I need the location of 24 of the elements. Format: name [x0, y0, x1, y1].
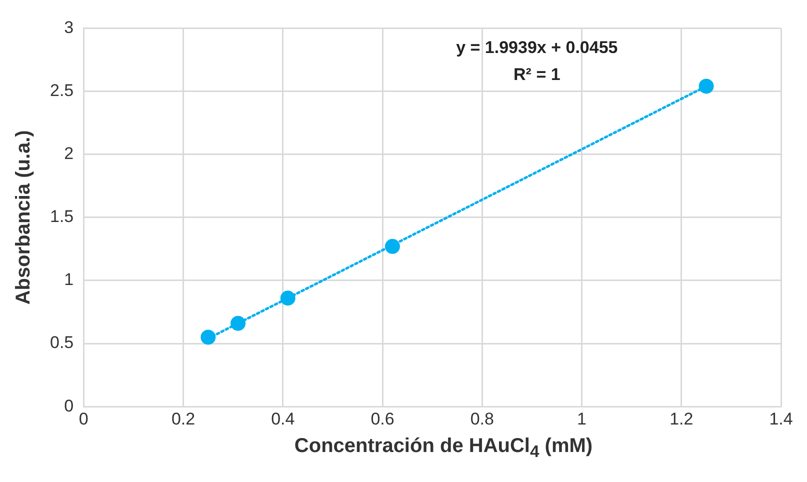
x-tick-label: 1.4	[769, 409, 793, 428]
annotation: R² = 1	[514, 64, 560, 84]
y-axis-title: Absorbancia (u.a.)	[12, 130, 35, 305]
point	[698, 78, 714, 94]
point	[200, 330, 216, 345]
x-tick-label: 0.6	[370, 409, 394, 428]
x-tick-label: 0.8	[470, 409, 494, 428]
y-tick-label: 2.5	[50, 80, 74, 100]
x-tick-label: 0	[78, 409, 88, 428]
x-tick-label: 1.2	[670, 409, 694, 428]
y-tick-label: 3	[64, 18, 74, 37]
x-tick-label: 1	[577, 409, 586, 428]
y-tick-label: 1.5	[50, 207, 74, 226]
point	[230, 316, 246, 331]
x-axis-title: Concentración de HAuCl$_{4}$ (mM)	[293, 435, 594, 462]
y-tick-label: 2	[64, 144, 74, 164]
y-tick-label: 1	[64, 270, 74, 290]
y-tick-label: 0.5	[50, 333, 74, 352]
annotation: y = 1.9939x + 0.0455	[456, 38, 618, 57]
point	[280, 290, 296, 306]
x-tick-label: 0.2	[171, 409, 196, 428]
point	[384, 238, 400, 254]
y-tick-label: 0	[64, 396, 74, 416]
x-tick-label: 0.4	[271, 409, 295, 428]
